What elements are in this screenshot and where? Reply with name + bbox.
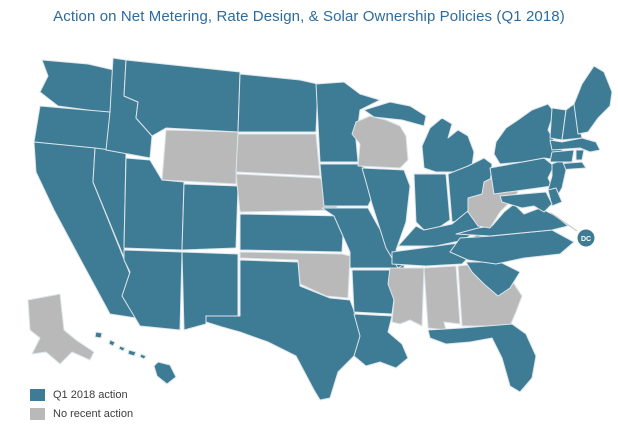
- legend-swatch-no-action: [30, 407, 45, 420]
- legend-label-no-action: No recent action: [53, 407, 134, 420]
- state-wa: [39, 59, 115, 114]
- legend: Q1 2018 action No recent action: [30, 385, 133, 423]
- state-ks: [239, 213, 345, 253]
- state-sd: [235, 133, 321, 177]
- state-ri: [575, 149, 585, 161]
- state-fl: [427, 323, 537, 393]
- state-nd: [237, 73, 319, 133]
- state-in: [413, 173, 451, 231]
- state-mn: [315, 81, 381, 163]
- legend-swatch-action: [30, 388, 45, 401]
- figure-title: Action on Net Metering, Rate Design, & S…: [53, 8, 565, 25]
- state-md: [499, 191, 553, 213]
- state-nc: [449, 229, 575, 265]
- state-wi: [351, 115, 409, 169]
- state-la: [353, 313, 409, 369]
- dc-marker: [577, 229, 595, 247]
- states-layer: [27, 57, 613, 401]
- state-mt: [123, 59, 241, 137]
- state-hi: [94, 331, 177, 385]
- state-ct: [549, 149, 575, 163]
- dc-callout-line: [550, 212, 578, 232]
- state-co: [181, 183, 239, 251]
- state-ma: [549, 137, 601, 153]
- legend-item-no-action: No recent action: [30, 404, 133, 423]
- state-wy: [161, 129, 239, 185]
- state-sc: [465, 261, 521, 297]
- dc-marker-label: DC: [581, 236, 591, 243]
- state-tx: [205, 259, 367, 401]
- legend-item-action: Q1 2018 action: [30, 385, 133, 404]
- legend-label-action: Q1 2018 action: [53, 388, 128, 401]
- state-al: [423, 265, 461, 331]
- state-me: [573, 65, 613, 135]
- state-ut: [123, 157, 185, 251]
- state-az: [121, 249, 183, 331]
- state-ms: [387, 267, 425, 327]
- state-ak: [27, 293, 95, 365]
